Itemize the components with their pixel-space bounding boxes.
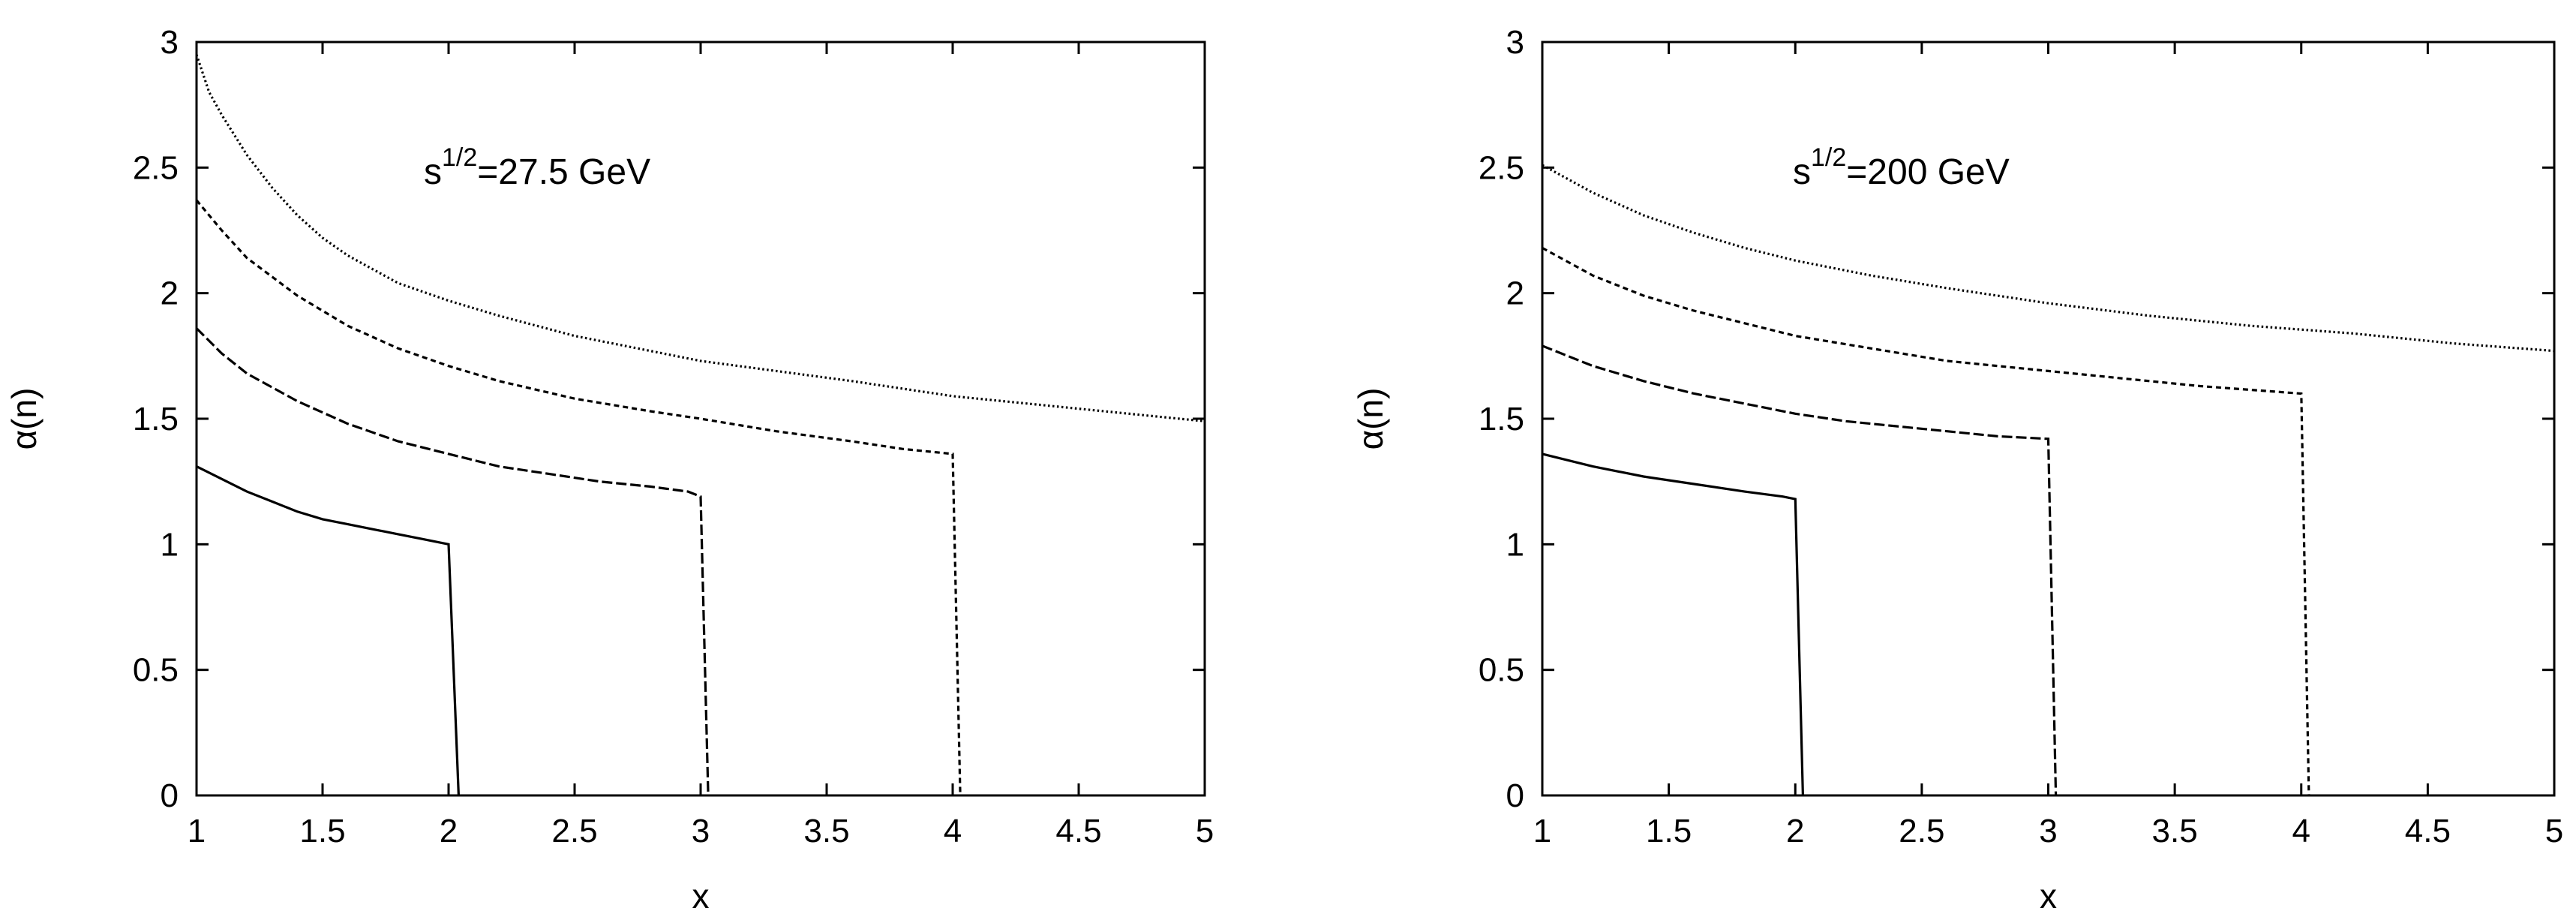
x-tick-label: 5 <box>1196 813 1214 849</box>
x-tick-label: 2 <box>440 813 458 849</box>
annotation-rest: =200 GeV <box>1846 152 2010 192</box>
x-tick-label: 4.5 <box>2405 813 2451 849</box>
series-line-dashed <box>195 327 710 796</box>
y-tick-label: 2.5 <box>133 149 179 186</box>
x-axis-title: x <box>2040 876 2057 915</box>
y-tick-label: 2 <box>1506 275 1524 312</box>
plot-frame <box>1541 41 2556 797</box>
energy-annotation: s1/2=200 GeV <box>1793 143 2010 192</box>
series-line-dotted <box>1542 164 2555 353</box>
series-line-solid <box>1542 452 1804 796</box>
y-tick-label: 2.5 <box>1479 149 1524 186</box>
y-tick-label: 3 <box>161 24 179 61</box>
series-line-solid <box>196 465 460 796</box>
x-tick-label: 2.5 <box>1899 813 1944 849</box>
annotation-rest: =27.5 GeV <box>477 152 650 192</box>
y-tick-label: 0.5 <box>133 652 179 689</box>
series-line-dotted <box>195 54 1205 422</box>
x-tick-label: 5 <box>2545 813 2563 849</box>
x-tick-label: 1 <box>1533 813 1551 849</box>
y-tick-label: 0 <box>1506 777 1524 814</box>
x-tick-label: 3 <box>2039 813 2057 849</box>
x-tick-label: 4.5 <box>1055 813 1101 849</box>
y-tick-label: 1.5 <box>133 401 179 437</box>
plot-frame <box>195 41 1206 797</box>
x-tick-label: 1 <box>188 813 206 849</box>
x-tick-label: 2.5 <box>551 813 597 849</box>
energy-annotation: s1/2=27.5 GeV <box>424 143 650 192</box>
y-tick-label: 1.5 <box>1479 401 1524 437</box>
x-tick-label: 3.5 <box>803 813 849 849</box>
x-tick-label: 3 <box>692 813 710 849</box>
x-axis-title: x <box>692 876 710 915</box>
annotation-superscript: 1/2 <box>1811 143 1846 172</box>
y-axis-title: α(n) <box>1351 388 1390 450</box>
y-tick-label: 1 <box>1506 526 1524 563</box>
x-tick-label: 1.5 <box>1646 813 1692 849</box>
y-tick-label: 0 <box>161 777 179 814</box>
x-tick-label: 4 <box>2292 813 2310 849</box>
left-panel: 1 1.5 2 2.5 3 3.5 4 4.5 5 0 0.5 1 1.5 2 2.5 3 x α(n) s1/2=… <box>5 24 1214 915</box>
series-line-short-dashed <box>195 199 962 796</box>
annotation-superscript: 1/2 <box>442 143 477 172</box>
series-line-dashed <box>1542 344 2058 796</box>
y-tick-label: 0.5 <box>1479 652 1524 689</box>
annotation-base: s <box>424 152 442 192</box>
right-panel: 1 1.5 2 2.5 3 3.5 4 4.5 5 0 0.5 1 1.5 2 2.5 3 x α(n) s1/2=… <box>1351 24 2563 915</box>
x-tick-label: 1.5 <box>299 813 345 849</box>
series-line-short-dashed <box>1542 246 2310 796</box>
annotation-base: s <box>1793 152 1811 192</box>
y-tick-label: 2 <box>161 275 179 312</box>
x-tick-label: 2 <box>1786 813 1804 849</box>
y-axis-title: α(n) <box>5 388 44 450</box>
x-tick-label: 4 <box>944 813 962 849</box>
y-tick-label: 3 <box>1506 24 1524 61</box>
x-tick-label: 3.5 <box>2152 813 2198 849</box>
y-tick-label: 1 <box>161 526 179 563</box>
